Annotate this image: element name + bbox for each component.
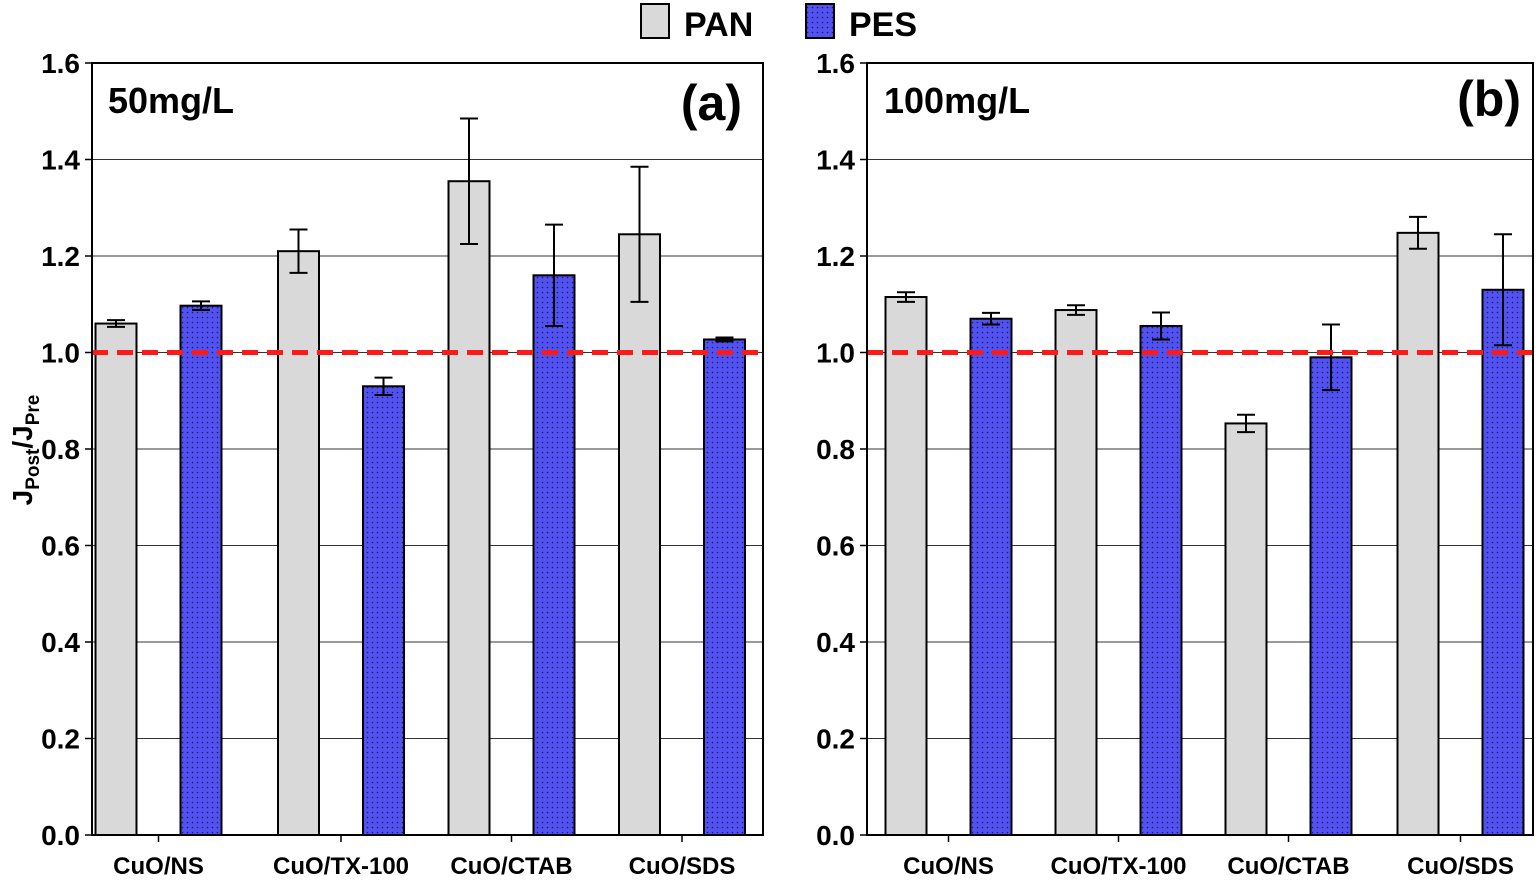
panel-a-y-tick-label: 1.0	[41, 338, 80, 369]
panel-a-bar-pan-cuo-tx-100	[277, 250, 320, 837]
y-axis-label-slash: /J	[7, 425, 38, 448]
panel-a-bar-pes-cuo-sds	[703, 338, 746, 836]
panel-a-bar-pan-cuo-ctab	[447, 180, 491, 836]
panel-a-error-bar-pes-cuo-ctab	[545, 223, 563, 327]
panel-a-label: (a)	[681, 75, 742, 131]
y-axis-label-sub-post: Post	[23, 448, 44, 490]
legend-swatch-pes	[805, 3, 835, 39]
panel-a-error-bar-pan-cuo-tx-100	[289, 228, 308, 274]
panel-b-x-label-cuo-ns: CuO/NS	[903, 853, 994, 880]
legend-label-pes: PES	[849, 6, 917, 44]
panel-b-bar-pes-cuo-sds	[1481, 288, 1525, 836]
panel-b-frame	[866, 62, 1534, 836]
y-axis-label-main: J	[7, 490, 38, 506]
panel-a-x-label-cuo-ns: CuO/NS	[113, 853, 204, 880]
panel-b-x-labels: CuO/NS CuO/TX-100 CuO/CTAB CuO/SDS	[903, 835, 1514, 880]
panel-a-error-bar-pan-cuo-ctab	[460, 117, 478, 245]
panel-a-x-labels: CuO/NS CuO/TX-100 CuO/CTAB CuO/SDS	[113, 835, 735, 880]
panel-a-y-tick-label: 0.2	[41, 724, 80, 755]
y-axis-label-sub-pre: Pre	[23, 395, 44, 426]
panel-b-y-tick-label: 0.8	[816, 434, 855, 465]
panel-b-error-bar-pan-cuo-ns	[897, 291, 915, 303]
panel-a-bars	[94, 117, 746, 837]
y-axis-label: JPost/JPre	[7, 395, 44, 506]
panel-b-x-label-cuo-sds: CuO/SDS	[1407, 853, 1514, 880]
panel-b-y-tick-label: 1.6	[816, 48, 855, 79]
panel-b-bar-pan-cuo-sds	[1396, 231, 1440, 836]
panel-a-error-bar-pes-cuo-tx-100	[374, 376, 393, 396]
legend: PAN PES	[640, 3, 917, 44]
panel-b-y-tick-label: 0.4	[816, 627, 855, 658]
panel-a-frame	[91, 62, 764, 836]
panel-b-y-tick-label: 1.2	[816, 241, 855, 272]
panel-b-bar-pan-cuo-ns	[884, 296, 928, 836]
panel-b-bars	[884, 215, 1525, 837]
panel-b-y-tick-label: 1.4	[816, 145, 855, 176]
panel-a-y-tick-label: 0.0	[41, 820, 80, 851]
panel-a-y-tick-label: 1.4	[41, 145, 80, 176]
panel-b-bar-pes-cuo-ns	[969, 317, 1013, 837]
panel-b-error-bar-pes-cuo-sds	[1494, 233, 1512, 347]
panel-a-x-label-cuo-sds: CuO/SDS	[629, 853, 736, 880]
panel-a: 0.0 0.2 0.4 0.6 0.8 1.0 1.2 1.4 1.6 CuO/NS CuO/TX…	[41, 48, 764, 880]
legend-label-pan: PAN	[684, 6, 753, 44]
panel-b-annotation: 100mg/L	[884, 80, 1030, 121]
panel-b-error-bar-pan-cuo-sds	[1409, 215, 1427, 250]
panel-b-error-bar-pan-cuo-ctab	[1237, 413, 1255, 434]
panel-a-bar-pan-cuo-sds	[618, 233, 661, 837]
panel-a-bar-pes-cuo-tx-100	[362, 385, 405, 836]
panel-a-y-tick-label: 0.8	[41, 434, 80, 465]
panel-a-error-bar-pes-cuo-ns	[192, 300, 210, 312]
panel-a-x-label-cuo-tx-100: CuO/TX-100	[273, 853, 409, 880]
panel-b-bar-pan-cuo-ctab	[1224, 422, 1268, 836]
panel-b-label: (b)	[1457, 71, 1521, 127]
panel-a-error-bar-pan-cuo-ns	[107, 319, 125, 328]
panel-a-bar-pes-cuo-ns	[179, 304, 223, 836]
panel-b-bar-pes-cuo-ctab	[1309, 356, 1353, 836]
panel-b-bar-pan-cuo-tx-100	[1054, 309, 1098, 837]
panel-a-bar-pes-cuo-ctab	[532, 274, 576, 836]
panel-a-bar-pan-cuo-ns	[94, 322, 138, 836]
panel-b-error-bar-pes-cuo-ns	[982, 311, 1000, 326]
panel-b-y-tick-label: 0.6	[816, 531, 855, 562]
panel-a-y-tick-label: 0.6	[41, 531, 80, 562]
panel-b: 0.0 0.2 0.4 0.6 0.8 1.0 1.2 1.4 1.6 CuO/NS CuO/TX…	[816, 48, 1534, 880]
panel-b-error-bar-pan-cuo-tx-100	[1067, 304, 1085, 316]
panel-b-x-label-cuo-tx-100: CuO/TX-100	[1050, 853, 1186, 880]
panel-a-y-ticks: 0.0 0.2 0.4 0.6 0.8 1.0 1.2 1.4 1.6	[41, 48, 92, 851]
panel-a-y-tick-label: 1.2	[41, 241, 80, 272]
panel-a-y-tick-label: 1.6	[41, 48, 80, 79]
panel-b-error-bar-pes-cuo-tx-100	[1152, 311, 1170, 341]
panel-a-annotation: 50mg/L	[108, 80, 234, 121]
panel-b-x-label-cuo-ctab: CuO/CTAB	[1227, 853, 1349, 880]
panel-a-x-label-cuo-ctab: CuO/CTAB	[450, 853, 572, 880]
panel-b-error-bar-pes-cuo-ctab	[1322, 323, 1340, 392]
panel-b-y-tick-label: 1.0	[816, 338, 855, 369]
panel-a-error-bar-pes-cuo-sds	[715, 336, 734, 343]
panel-b-y-tick-label: 0.2	[816, 724, 855, 755]
panel-b-bar-pes-cuo-tx-100	[1139, 324, 1183, 836]
panel-b-y-ticks: 0.0 0.2 0.4 0.6 0.8 1.0 1.2 1.4 1.6	[816, 48, 867, 851]
panel-a-y-tick-label: 0.4	[41, 627, 80, 658]
panel-b-y-tick-label: 0.0	[816, 820, 855, 851]
panel-a-error-bar-pan-cuo-sds	[630, 165, 649, 303]
legend-swatch-pan	[640, 3, 670, 39]
